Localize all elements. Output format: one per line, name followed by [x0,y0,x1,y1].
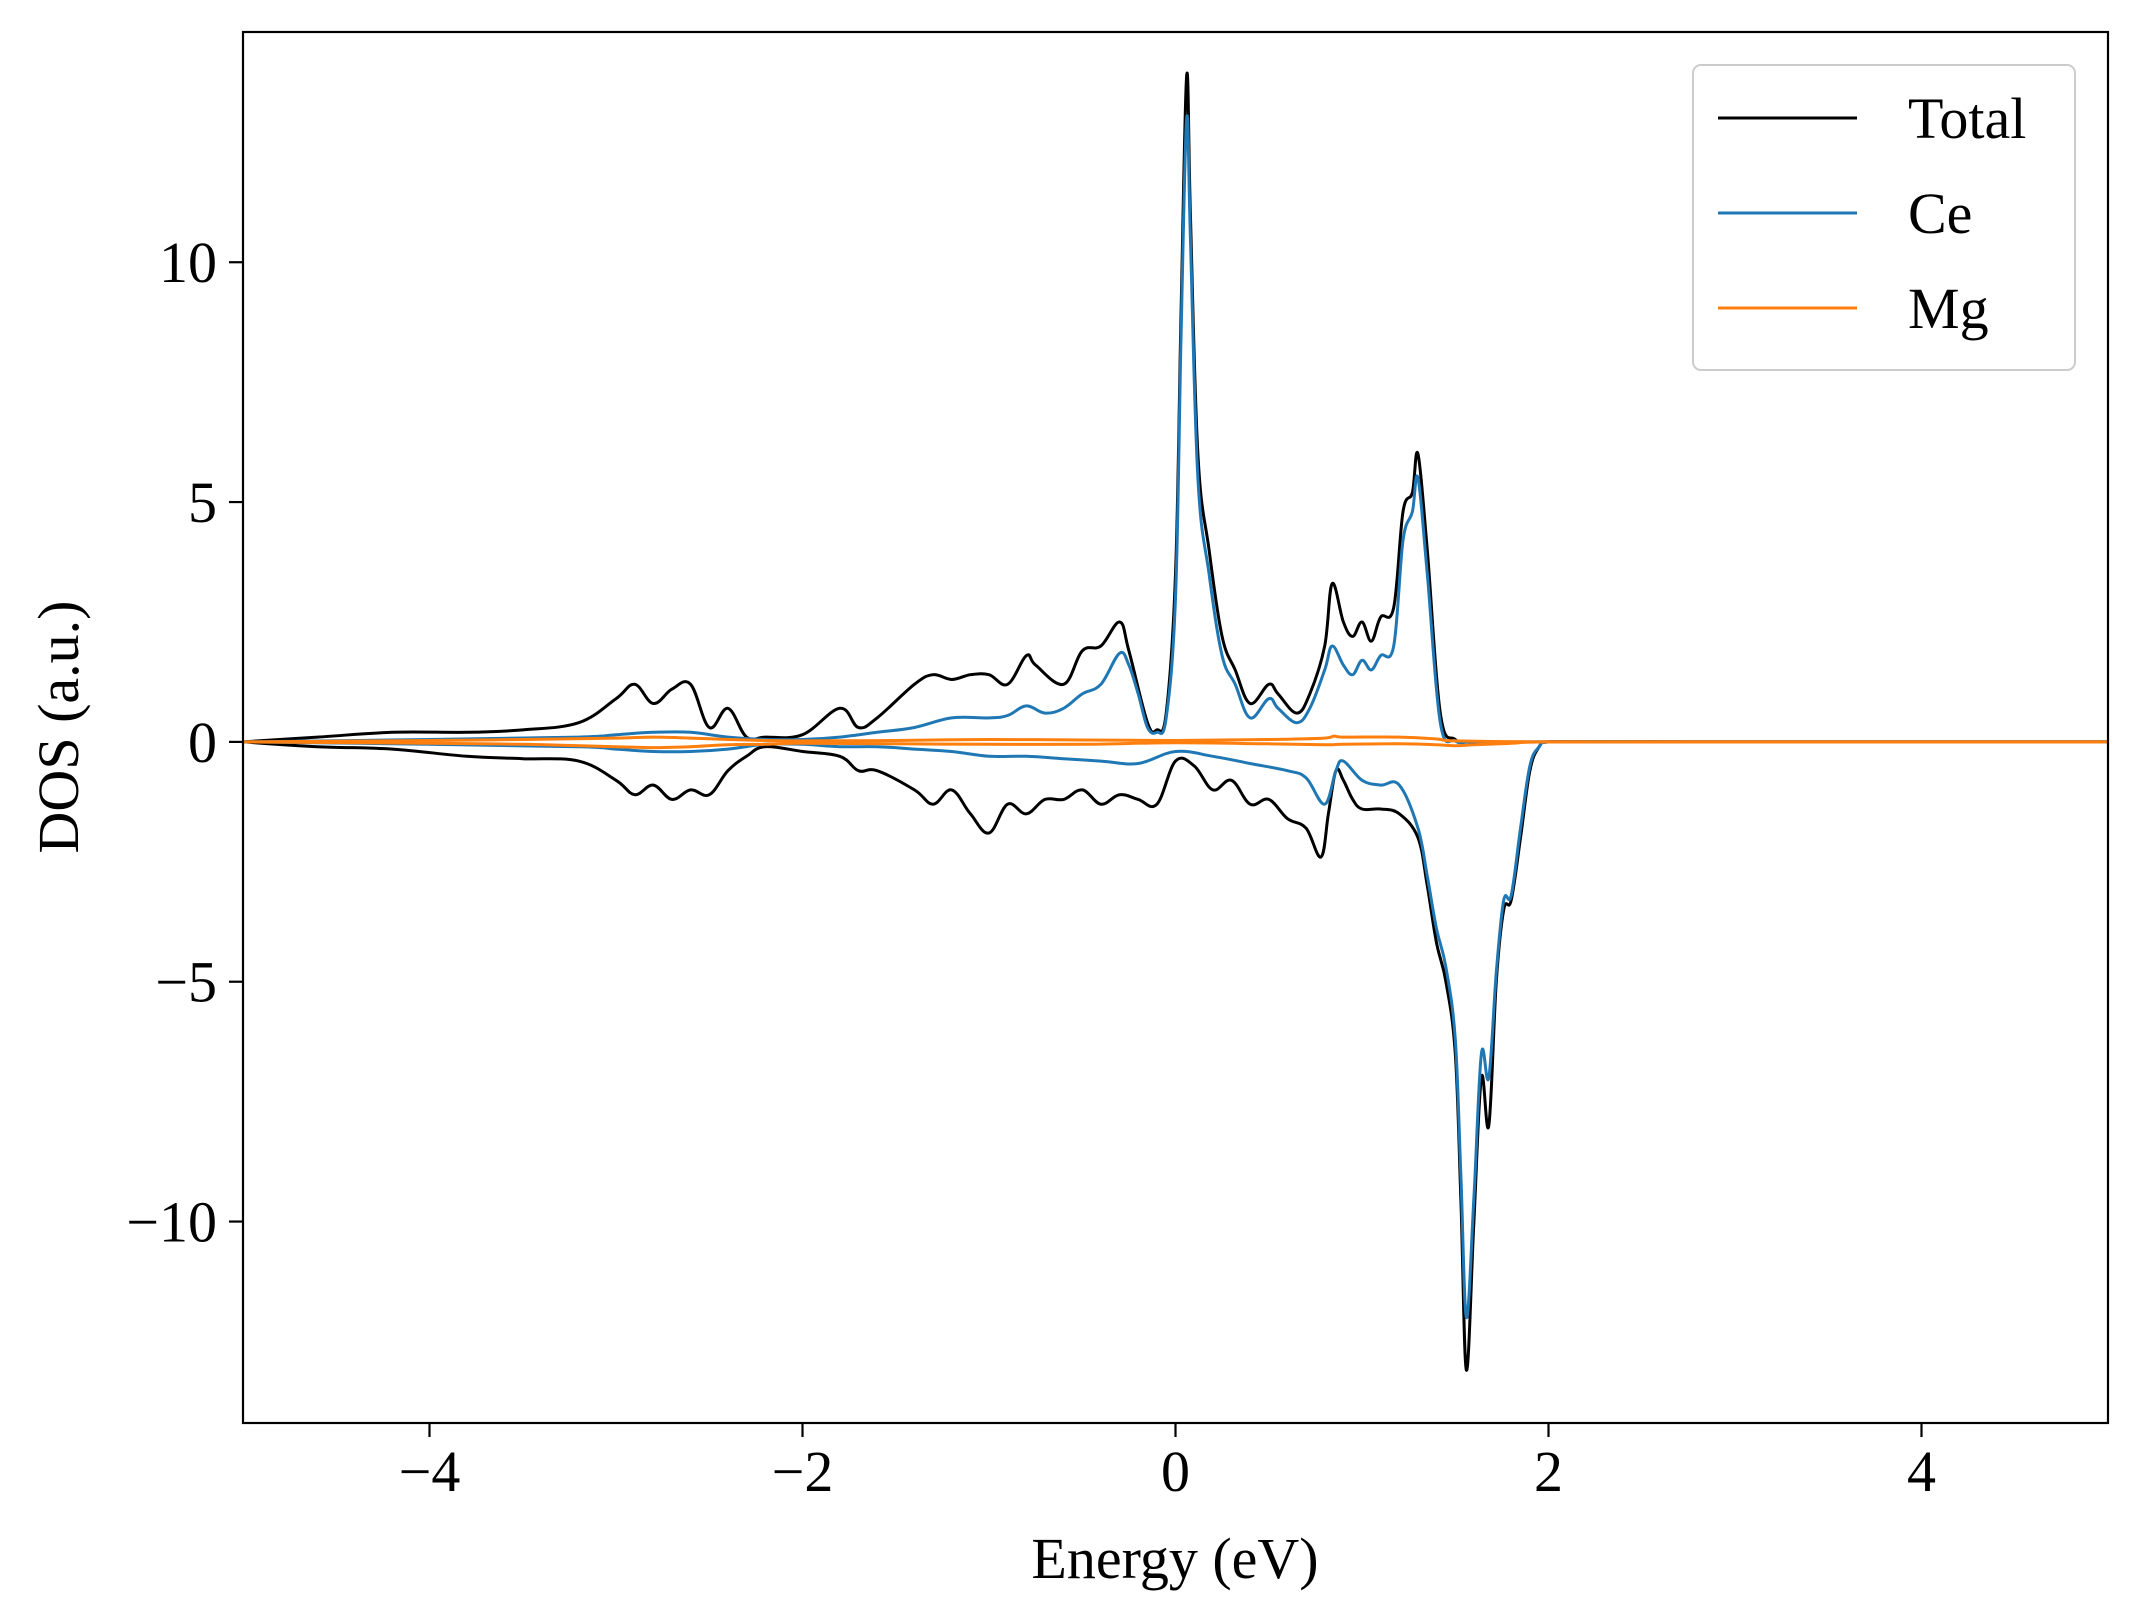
y-axis-label: DOS (a.u.) [26,601,91,854]
x-axis: −4 −2 0 2 4 [399,1423,1936,1504]
y-tick-label: 5 [188,470,217,535]
x-tick-label: 0 [1161,1439,1190,1504]
legend: Total Ce Mg [1692,64,2076,371]
y-tick-label: 10 [159,230,217,295]
x-axis-label: Energy (eV) [1031,1526,1318,1591]
x-tick-label: 4 [1907,1439,1936,1504]
legend-label-mg: Mg [1908,276,1989,341]
series-line-mg-spin-down [243,740,2108,750]
series-line-ce-spin-up [243,114,2108,745]
y-tick-label: 0 [188,710,217,775]
series-layer [243,71,2108,1372]
x-tick-label: −2 [772,1439,834,1504]
y-axis: −10 −5 0 5 10 [126,230,243,1255]
x-tick-label: 2 [1534,1439,1563,1504]
legend-label-total: Total [1908,86,2026,151]
y-tick-label: −10 [126,1190,217,1255]
series-line-total-spin-down [243,740,2108,1372]
x-tick-label: −4 [399,1439,461,1504]
y-tick-label: −5 [155,950,217,1015]
legend-box [1692,64,2076,371]
legend-label-ce: Ce [1908,181,1972,246]
